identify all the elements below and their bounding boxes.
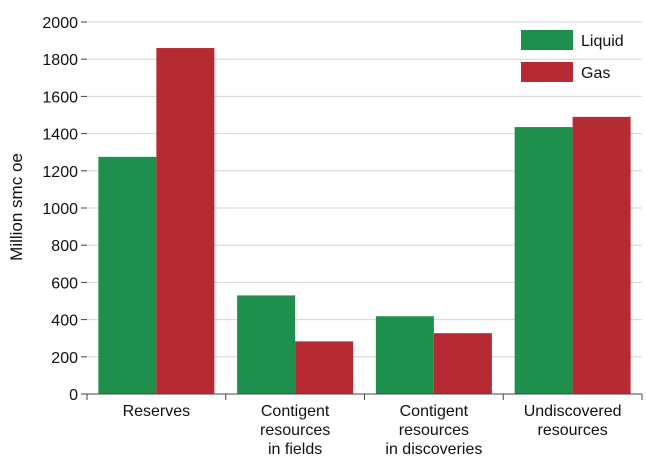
y-tick-label: 400 [51, 313, 78, 330]
bar-gas-2 [433, 333, 492, 394]
bar-liquid-1 [237, 295, 296, 394]
y-tick-label: 800 [51, 238, 78, 255]
bar-liquid-2 [375, 316, 434, 394]
x-category-label: Reserves [123, 403, 191, 420]
bar-liquid-0 [98, 156, 157, 394]
y-tick-label: 2000 [42, 15, 78, 32]
x-category-label-line: in fields [268, 441, 322, 458]
x-category-label-line: Reserves [123, 403, 191, 420]
x-category-label-line: Contigent [400, 403, 469, 420]
x-category-label: Contigent resources in fields [260, 403, 330, 458]
x-category-label-line: resources [538, 422, 608, 439]
legend-swatch-gas [521, 62, 573, 82]
y-tick-label: 1600 [42, 89, 78, 106]
x-category-label-line: Undiscovered [524, 403, 622, 420]
y-tick-label: 1800 [42, 52, 78, 69]
x-axis-category-labels: Reserves Contigent resources in fieldsConti… [123, 403, 622, 458]
bar-liquid-3 [514, 127, 573, 394]
y-tick-label: 0 [69, 387, 78, 404]
bar-gas-1 [295, 341, 354, 394]
bar-gas-0 [156, 48, 215, 394]
x-category-label-line: resources [260, 422, 330, 439]
legend-swatch-liquid [521, 30, 573, 50]
x-category-label-line: resources [399, 422, 469, 439]
y-tick-label: 1400 [42, 127, 78, 144]
x-category-label-line: Contigent [261, 403, 330, 420]
y-tick-label: 1200 [42, 164, 78, 181]
bars [98, 48, 631, 395]
y-tick-label: 600 [51, 275, 78, 292]
x-category-label: Contigent resources in discoveries [385, 403, 482, 458]
x-category-label-line: in discoveries [385, 441, 482, 458]
y-axis-title: Million smc oe [7, 153, 26, 261]
legend-label-gas: Gas [581, 65, 610, 82]
legend-label-liquid: Liquid [581, 33, 624, 50]
y-axis-tick-labels: 0 200 400 600 800 1000 1200 1400 1600 1800 2000 [42, 15, 78, 404]
x-category-label: Undiscovered resources [524, 403, 622, 439]
legend: Liquid Gas [521, 30, 624, 82]
x-axis-tick-marks [86, 394, 643, 400]
bar-gas-3 [572, 116, 631, 395]
y-tick-label: 1000 [42, 201, 78, 218]
y-tick-label: 200 [51, 350, 78, 367]
